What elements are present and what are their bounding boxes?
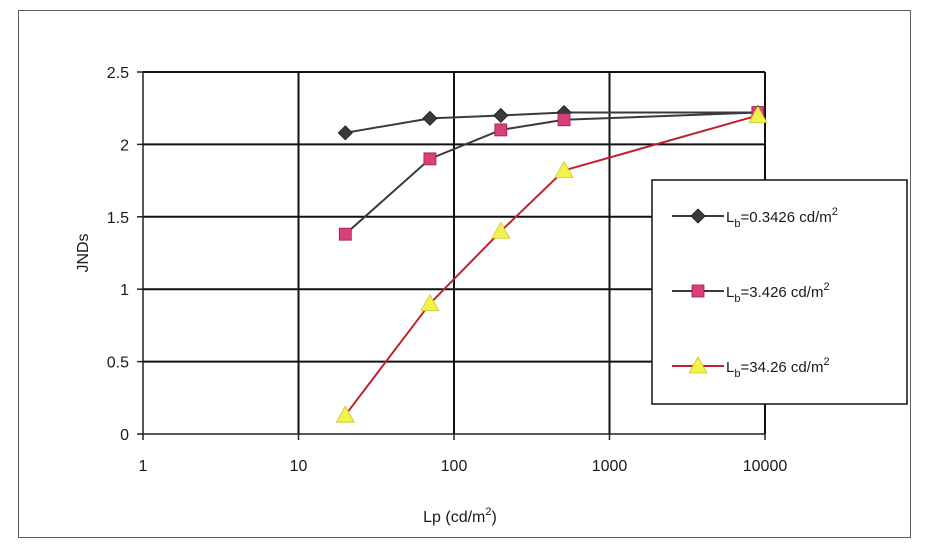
y-tick-label: 2.5: [107, 65, 129, 82]
series-2: [338, 106, 765, 241]
triangle-marker: [420, 293, 440, 312]
y-tick-label: 1.5: [107, 210, 129, 227]
diamond-marker: [493, 107, 509, 124]
x-axis-label: Lp (cd/m2): [423, 506, 497, 526]
x-tick-label: 10: [290, 458, 308, 475]
square-marker: [423, 152, 437, 166]
square-marker: [494, 123, 508, 137]
triangle-marker: [554, 160, 574, 178]
x-tick-label: 10000: [743, 458, 788, 475]
series-3: [335, 105, 768, 423]
square-marker: [557, 113, 571, 127]
x-tick-label: 1: [139, 458, 148, 475]
triangle-marker: [335, 405, 355, 423]
legend-label: Lb=3.426 cd/m2: [726, 281, 830, 305]
triangle-marker: [491, 221, 511, 239]
legend-label: Lb=34.26 cd/m2: [726, 356, 830, 380]
x-tick-label: 1000: [592, 458, 628, 475]
x-tick-label: 100: [441, 458, 468, 475]
y-tick-label: 1: [120, 282, 129, 299]
y-tick-label: 0.5: [107, 355, 129, 372]
diamond-marker: [422, 110, 438, 126]
legend: Lb=0.3426 cd/m2 Lb=3.426 cd/m2 Lb=34.26 cd…: [651, 179, 908, 405]
legend-label: Lb=0.3426 cd/m2: [726, 206, 838, 230]
triangle-marker: [748, 105, 768, 123]
y-axis-label: JNDs: [75, 233, 92, 272]
y-tick-label: 2: [120, 137, 129, 154]
diamond-marker: [690, 208, 706, 224]
triangle-marker: [688, 356, 708, 374]
square-marker: [691, 284, 705, 298]
square-marker: [338, 227, 352, 241]
diamond-marker: [337, 125, 353, 141]
y-tick-label: 0: [120, 427, 129, 444]
